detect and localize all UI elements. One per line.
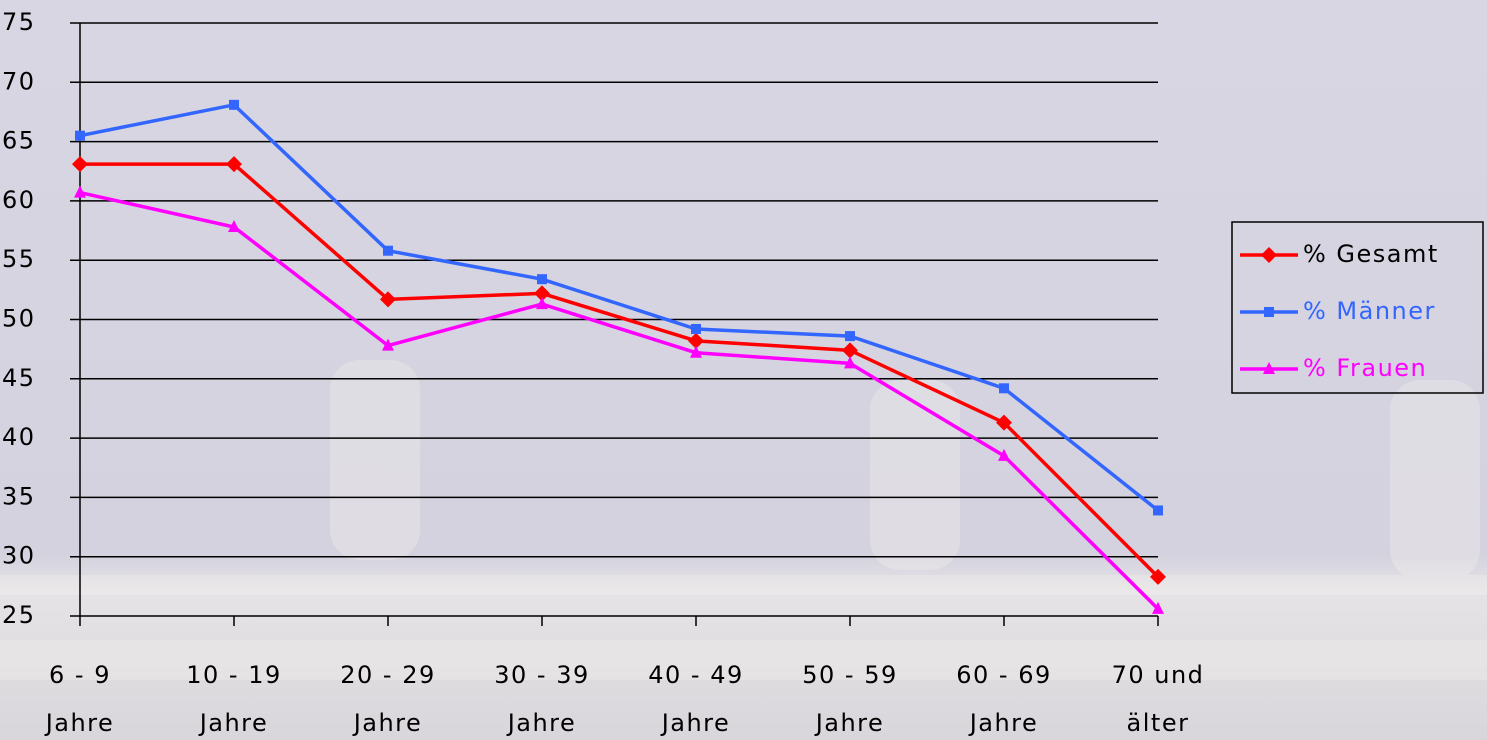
x-tick-label: 10 - 19 bbox=[186, 661, 282, 689]
marker bbox=[537, 274, 547, 285]
x-tick-label: 6 - 9 bbox=[49, 661, 111, 689]
legend-label: % Gesamt bbox=[1303, 240, 1439, 268]
marker bbox=[1263, 362, 1275, 374]
x-tick-label: 50 - 59 bbox=[802, 661, 898, 689]
x-tick-label: Jahre bbox=[352, 709, 423, 737]
marker bbox=[691, 323, 701, 334]
x-tick-label: 60 - 69 bbox=[956, 661, 1052, 689]
marker bbox=[228, 219, 240, 232]
x-tick-label: 40 - 49 bbox=[648, 661, 744, 689]
legend-label: % Männer bbox=[1303, 297, 1436, 325]
marker bbox=[72, 156, 88, 173]
marker bbox=[1261, 247, 1277, 263]
marker bbox=[1150, 568, 1166, 585]
x-tick-label: 70 und bbox=[1112, 661, 1205, 689]
marker bbox=[999, 383, 1009, 394]
y-tick-label: 70 bbox=[2, 67, 36, 95]
legend-box bbox=[1231, 221, 1484, 394]
y-tick-label: 50 bbox=[2, 305, 36, 333]
marker bbox=[690, 345, 702, 358]
y-tick-label: 35 bbox=[2, 482, 36, 510]
y-tick-label: 60 bbox=[2, 186, 36, 214]
marker bbox=[383, 245, 393, 256]
marker bbox=[1152, 601, 1164, 614]
marker bbox=[1153, 505, 1163, 516]
series-line bbox=[80, 162, 1160, 579]
marker bbox=[382, 338, 394, 351]
marker bbox=[842, 342, 858, 359]
x-tick-label: Jahre bbox=[44, 709, 115, 737]
marker bbox=[688, 332, 704, 349]
marker bbox=[998, 448, 1010, 461]
x-tick-label: 20 - 29 bbox=[340, 661, 436, 689]
marker bbox=[534, 285, 550, 302]
y-tick-label: 75 bbox=[2, 8, 36, 36]
marker bbox=[75, 130, 85, 141]
x-tick-label: Jahre bbox=[968, 709, 1039, 737]
balustrade bbox=[0, 360, 1487, 680]
y-tick-label: 65 bbox=[2, 127, 36, 155]
marker bbox=[844, 356, 856, 369]
y-tick-label: 45 bbox=[2, 364, 36, 392]
y-tick-label: 55 bbox=[2, 245, 36, 273]
marker bbox=[229, 99, 239, 110]
x-tick-label: 30 - 39 bbox=[494, 661, 590, 689]
series-line bbox=[79, 190, 1160, 611]
y-tick-label: 25 bbox=[2, 601, 36, 629]
x-tick-label: älter bbox=[1127, 709, 1190, 737]
marker bbox=[380, 291, 396, 308]
marker bbox=[996, 414, 1012, 431]
marker bbox=[1264, 307, 1274, 317]
x-tick-label: Jahre bbox=[660, 709, 731, 737]
legend-label: % Frauen bbox=[1303, 354, 1427, 382]
y-tick-label: 40 bbox=[2, 423, 36, 451]
x-tick-label: Jahre bbox=[198, 709, 269, 737]
marker bbox=[226, 156, 242, 173]
x-tick-label: Jahre bbox=[814, 709, 885, 737]
marker bbox=[536, 297, 548, 310]
x-tick-label: Jahre bbox=[506, 709, 577, 737]
marker bbox=[74, 185, 86, 198]
series-line bbox=[79, 102, 1160, 512]
marker bbox=[845, 331, 855, 342]
y-tick-label: 30 bbox=[2, 542, 36, 570]
